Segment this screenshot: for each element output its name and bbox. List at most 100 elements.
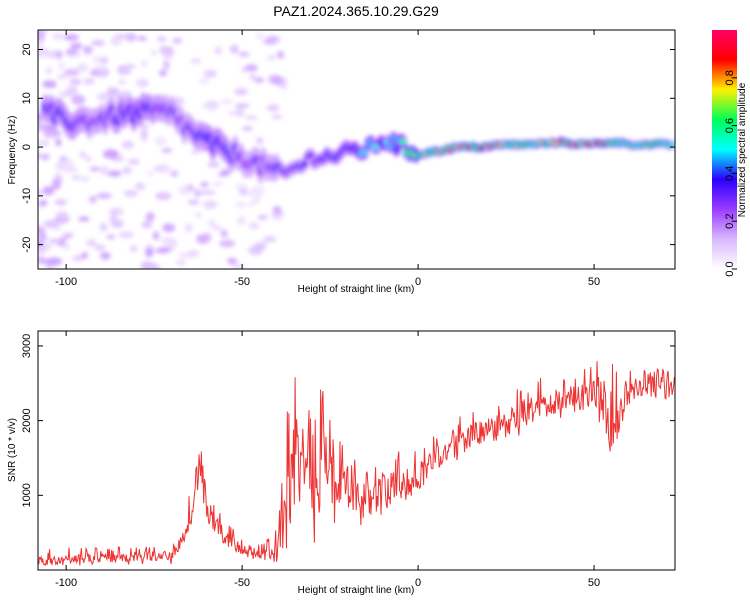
- spectrogram-noise-cell: [140, 262, 156, 269]
- spectrogram-noise-cell: [159, 69, 167, 77]
- spectrogram-noise-cell: [162, 223, 176, 233]
- spectrogram-noise-cell: [237, 216, 246, 226]
- spectrogram-noise-cell: [141, 221, 153, 229]
- spectrogram-noise-cell: [166, 240, 178, 248]
- snr-panel: -100 -50 0 50 1000 2000 3000 Height of straig…: [7, 330, 676, 596]
- spectrogram-noise-cell: [39, 200, 49, 206]
- spectrogram-noise-cell: [117, 68, 132, 75]
- spectrogram-noise-cell: [71, 94, 86, 105]
- spectrogram-noise-cell: [248, 222, 260, 230]
- snr-x-ticks: -100 -50 0 50: [55, 331, 600, 589]
- spectrogram-x-ticks: -100 -50 0 50: [55, 30, 600, 288]
- spectrogram-noise-cell: [58, 60, 65, 71]
- snr-line: [38, 361, 675, 567]
- spectrogram-noise-cell: [52, 32, 65, 41]
- spectrogram-noise-cell: [38, 243, 53, 251]
- spectrogram-noise-cell: [235, 107, 245, 118]
- spectrogram-noise-cell: [201, 103, 212, 109]
- snr-y-tick-label: 3000: [21, 334, 33, 358]
- spectrogram-noise-cell: [153, 164, 170, 173]
- spectrogram-noise-cell: [38, 30, 47, 35]
- spectrogram-noise-cell: [234, 88, 249, 96]
- spectrogram-noise-cell: [263, 236, 277, 243]
- colorbar-label: Normalized spectral amplitude: [737, 82, 748, 217]
- spectrogram-noise-cell: [198, 189, 209, 196]
- spectrogram-y-tick-label: 20: [21, 43, 33, 55]
- spectrogram-noise-cell: [175, 260, 187, 266]
- spectrogram-noise-cell: [54, 138, 62, 147]
- spectrogram-noise-cell: [198, 78, 210, 84]
- spectrogram-noise-cell: [38, 249, 45, 257]
- spectrogram-noise-cell: [38, 224, 44, 230]
- spectrogram-noise-cell: [94, 244, 106, 251]
- spectrogram-noise-cell: [178, 185, 192, 195]
- spectrogram-noise-cell: [150, 49, 158, 56]
- spectrogram-y-tick-label: 10: [21, 92, 33, 104]
- spectrogram-noise-cell: [228, 110, 236, 116]
- spectrogram-noise-cell: [266, 104, 280, 112]
- spectrogram-noise-cell: [81, 251, 89, 259]
- spectrogram-noise-cell: [38, 232, 47, 241]
- colorbar: 0.0 0.2 0.4 0.6 0.8 Normalized spectral ampl…: [712, 30, 748, 277]
- spectrogram-y-label: Frequency (Hz): [7, 116, 18, 185]
- colorbar-tick-label: 0.0: [724, 261, 736, 276]
- spectrogram-noise-cell: [103, 149, 119, 159]
- spectrogram-noise-cell: [187, 249, 200, 258]
- snr-x-tick-label: -100: [55, 577, 77, 589]
- spectrogram-noise-cell: [146, 171, 154, 177]
- spectrogram-noise-cell: [245, 115, 258, 120]
- spectrogram-x-tick-label: 0: [415, 276, 421, 288]
- spectrogram-noise-cell: [271, 114, 283, 120]
- spectrogram-noise-cell: [41, 140, 50, 147]
- spectrogram-x-tick-label: -100: [55, 276, 77, 288]
- spectrogram-noise-cell: [42, 153, 49, 162]
- spectrogram-noise-cell: [42, 128, 56, 139]
- spectrogram-noise-cell: [89, 166, 101, 172]
- snr-y-tick-label: 2000: [21, 408, 33, 432]
- spectrogram-noise-cell: [232, 263, 245, 269]
- spectrogram-noise-cell: [54, 173, 63, 181]
- spectrogram-noise-cell: [129, 245, 138, 253]
- spectrogram-noise-cell: [106, 87, 120, 97]
- spectrogram-noise-cell: [118, 79, 126, 85]
- spectrogram-noise-cell: [163, 60, 170, 70]
- colorbar-tick-label: 0.4: [724, 166, 736, 181]
- spectrogram-core-cell: [399, 138, 407, 145]
- spectrogram-noise-cell: [57, 74, 68, 79]
- colorbar-ticks: 0.0 0.2 0.4 0.6 0.8: [724, 70, 737, 277]
- spectrogram-noise-cell: [72, 255, 85, 262]
- spectrogram-noise-cell: [207, 161, 220, 168]
- spectrogram-noise-cell: [139, 123, 149, 130]
- spectrogram-noise-cell: [121, 140, 135, 150]
- snr-background: [38, 331, 675, 570]
- spectrogram-noise-cell: [272, 78, 283, 84]
- spectrogram-noise-cell: [248, 245, 264, 256]
- spectrogram-noise-cell: [38, 138, 43, 144]
- spectrogram-y-tick-label: 0: [21, 144, 33, 150]
- spectrogram-noise-cell: [38, 152, 42, 160]
- spectrogram-noise-cell: [48, 238, 59, 245]
- spectrogram-noise-cell: [86, 239, 97, 247]
- spectrogram-noise-cell: [257, 214, 269, 220]
- spectrogram-noise-cell: [69, 78, 82, 86]
- spectrogram-noise-cell: [51, 181, 61, 190]
- spectrogram-noise-cell: [279, 84, 288, 89]
- spectrogram-noise-cell: [63, 34, 79, 41]
- spectrogram-noise-cell: [248, 201, 255, 207]
- spectrogram-noise-cell: [100, 252, 111, 260]
- spectrogram-noise-cell: [185, 223, 193, 233]
- colorbar-tick-label: 0.8: [724, 70, 736, 85]
- spectrogram-noise-cell: [151, 263, 161, 269]
- spectrogram-core-cell: [393, 146, 400, 153]
- spectrogram-noise-cell: [40, 257, 56, 266]
- snr-series: [38, 361, 675, 567]
- spectrogram-noise-cell: [217, 172, 226, 177]
- spectrogram-noise-cell: [214, 46, 222, 55]
- spectrogram-noise-cell: [123, 190, 138, 197]
- snr-x-label: Height of straight line (km): [298, 585, 415, 596]
- spectrogram-core-cell: [390, 135, 397, 142]
- spectrogram-blobs: [38, 30, 675, 269]
- spectrogram-noise-cell: [170, 170, 179, 177]
- spectrogram-noise-cell: [92, 56, 107, 63]
- spectrogram-noise-cell: [137, 35, 148, 42]
